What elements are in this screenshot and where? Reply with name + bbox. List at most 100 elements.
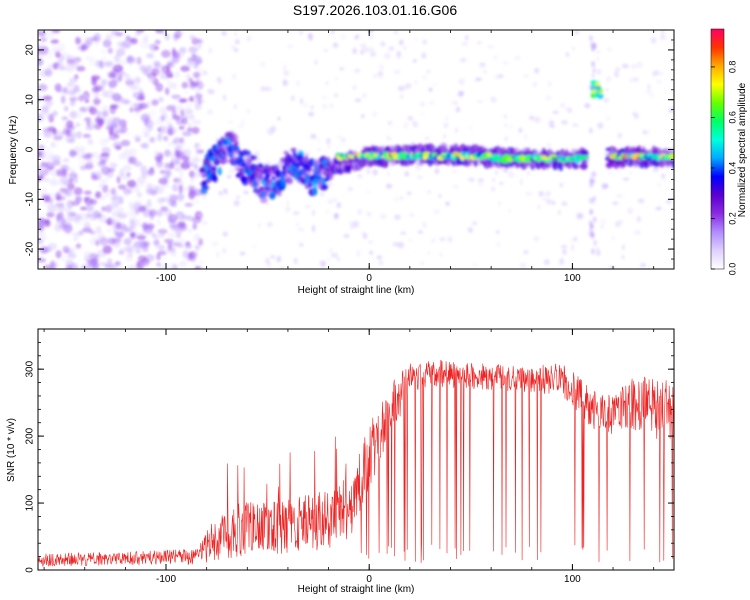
heatmap-cell — [43, 163, 52, 169]
heatmap-cell — [464, 34, 469, 41]
heatmap-cell — [542, 196, 549, 202]
heatmap-cell — [105, 124, 115, 131]
heatmap-cell — [170, 249, 177, 257]
heatmap-cell — [107, 47, 114, 54]
heatmap-cell — [142, 208, 152, 218]
heatmap-cell — [211, 166, 217, 171]
heatmap-cell — [146, 199, 152, 209]
heatmap-cell — [51, 30, 61, 34]
heatmap-cell — [154, 39, 161, 45]
heatmap-cell — [98, 195, 107, 201]
heatmap-cell — [621, 255, 625, 260]
heatmap-cell — [179, 98, 188, 103]
heatmap-cell — [89, 90, 94, 97]
heatmap-cell — [110, 194, 119, 201]
heatmap-cell — [422, 39, 428, 45]
spectrogram-y-label: Frequency (Hz) — [8, 116, 19, 185]
heatmap-cell — [82, 153, 92, 160]
heatmap-cell — [153, 60, 161, 67]
heatmap-cell — [167, 233, 177, 238]
heatmap-cell — [135, 30, 145, 33]
heatmap-cell — [445, 201, 450, 207]
heatmap-cell — [83, 196, 89, 202]
heatmap-cell — [175, 238, 186, 245]
heatmap-cell — [194, 265, 202, 269]
heatmap-cell — [131, 148, 138, 156]
heatmap-cell — [161, 49, 171, 58]
heatmap-cell — [420, 111, 425, 116]
heatmap-cell — [377, 72, 384, 80]
heatmap-cell — [63, 224, 73, 234]
colorbar-tick-label: 0.0 — [727, 263, 737, 276]
heatmap-cell — [332, 197, 338, 203]
heatmap-cell — [393, 196, 400, 203]
heatmap-cell — [336, 202, 342, 209]
heatmap-cell — [185, 241, 191, 247]
heatmap-cell — [153, 239, 160, 246]
heatmap-cell — [182, 186, 188, 192]
heatmap-cell — [164, 238, 174, 244]
heatmap-cell — [296, 80, 300, 87]
heatmap-cell — [646, 89, 652, 94]
heatmap-cell — [332, 42, 339, 49]
heatmap-cell — [89, 237, 99, 246]
heatmap-cell — [608, 265, 616, 269]
heatmap-cell — [177, 221, 185, 229]
heatmap-cell — [616, 193, 624, 198]
heatmap-cell — [365, 190, 371, 194]
heatmap-cell — [482, 69, 488, 74]
heatmap-cell — [650, 37, 657, 44]
heatmap-cell — [43, 200, 51, 207]
heatmap-cell — [652, 167, 659, 173]
heatmap-cell — [334, 93, 339, 98]
heatmap-cell — [477, 178, 485, 182]
heatmap-cell — [369, 250, 374, 255]
heatmap-cell — [658, 71, 664, 77]
heatmap-cell — [468, 177, 475, 183]
heatmap-cell — [143, 33, 148, 43]
heatmap-cell — [571, 46, 576, 51]
heatmap-cell — [202, 193, 207, 200]
heatmap-cell — [594, 91, 601, 98]
heatmap-cell — [319, 191, 325, 197]
heatmap-cell — [326, 144, 331, 150]
heatmap-cell — [136, 235, 147, 241]
heatmap-cell — [64, 188, 72, 197]
heatmap-cell — [574, 236, 578, 242]
heatmap-cell — [151, 79, 156, 85]
heatmap-cell — [184, 74, 190, 79]
heatmap-cell — [491, 186, 496, 192]
heatmap-cell — [443, 122, 449, 129]
heatmap-cell — [605, 115, 611, 121]
heatmap-cell — [187, 185, 196, 191]
heatmap-cell — [100, 49, 107, 54]
heatmap-cell — [73, 187, 83, 196]
heatmap-cell — [69, 131, 78, 138]
heatmap-cell — [39, 212, 44, 219]
heatmap-cell — [595, 49, 601, 55]
heatmap-cell — [207, 109, 214, 115]
heatmap-cell — [60, 95, 66, 104]
heatmap-cell — [129, 101, 139, 108]
heatmap-cell — [55, 250, 62, 259]
heatmap-cell — [592, 43, 597, 49]
heatmap-cell — [469, 125, 473, 131]
heatmap-cell — [533, 236, 540, 242]
heatmap-cell — [407, 191, 412, 196]
heatmap-cell — [104, 263, 114, 269]
heatmap-cell — [388, 46, 395, 51]
colorbar: 0.0 0.2 0.4 0.6 0.8 Normalized spectral ampl… — [710, 28, 748, 276]
heatmap-cell — [526, 170, 531, 176]
heatmap-cell — [343, 233, 350, 239]
heatmap-cell — [593, 84, 598, 91]
heatmap-cell — [622, 177, 630, 181]
heatmap-cell — [246, 35, 252, 43]
heatmap-cell — [157, 163, 166, 169]
heatmap-cell — [178, 125, 185, 130]
heatmap-cell — [77, 161, 87, 166]
heatmap-cell — [167, 242, 173, 250]
heatmap-cell — [116, 125, 127, 134]
heatmap-cell — [234, 140, 239, 146]
heatmap-cell — [101, 147, 111, 154]
heatmap-cell — [140, 65, 148, 72]
